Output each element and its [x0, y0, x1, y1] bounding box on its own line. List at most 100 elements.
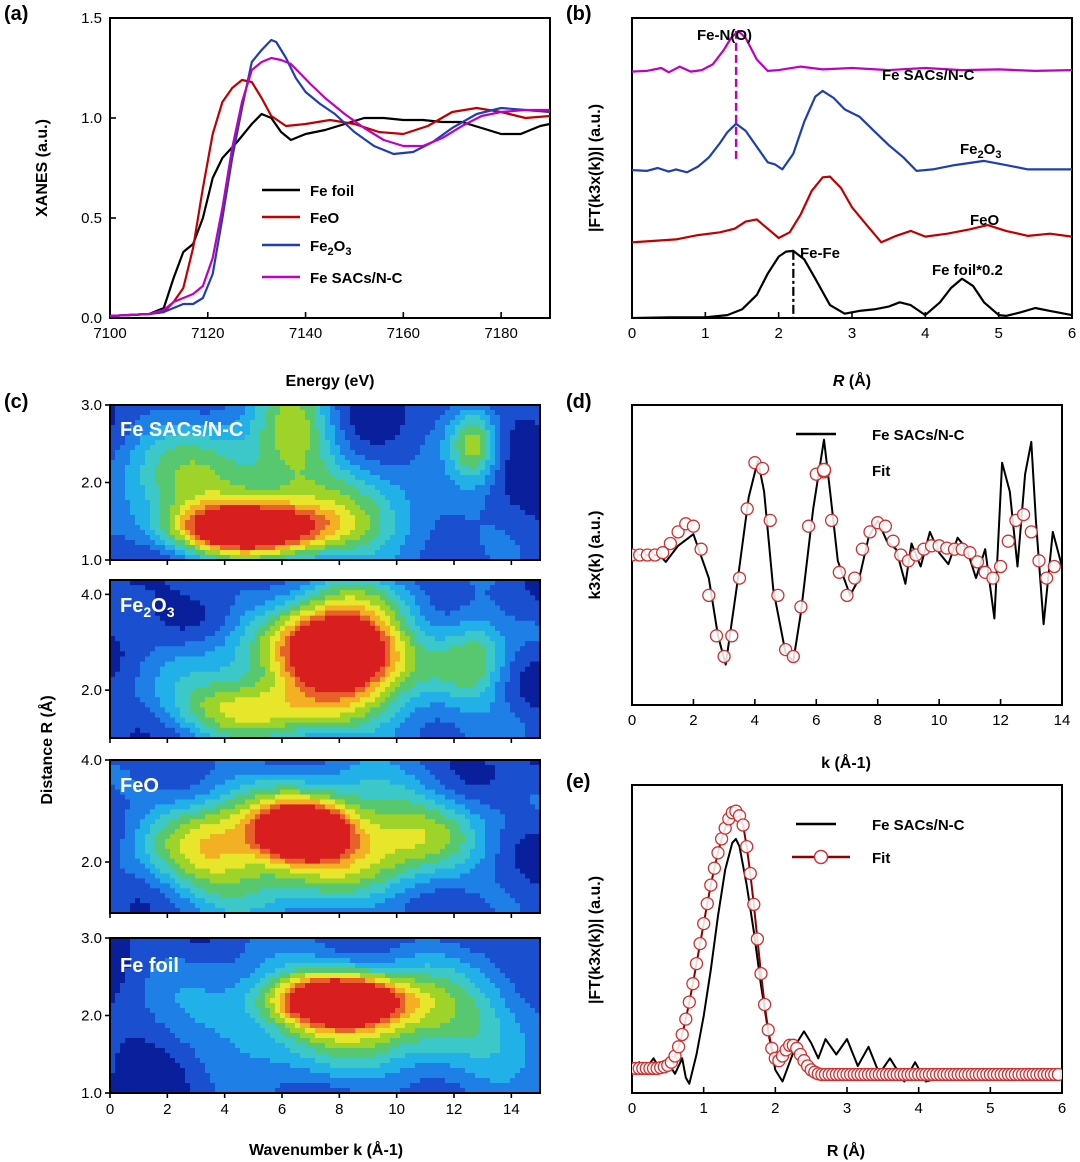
map-fe-sacs-n-c-cell-1115 [525, 465, 531, 471]
map-fe-sacs-n-c-cell-645 [325, 440, 331, 446]
map-fe-sacs-n-c-cell-131 [335, 410, 341, 416]
map-fe2o3-cell-36 [290, 580, 296, 586]
map-fe-sacs-n-c-cell-1875 [455, 510, 461, 516]
map-fe-sacs-n-c-cell-1582 [280, 495, 286, 501]
map-fe2o3-cell-261 [125, 595, 131, 601]
map-fe-sacs-n-c-cell-65 [435, 405, 441, 411]
map-fe2o3-cell-1616 [450, 671, 456, 678]
map-fe2o3-cell-456 [240, 605, 246, 612]
map-fe2o3-cell-288 [260, 595, 266, 601]
map-fe-sacs-n-c-cell-1507 [335, 490, 341, 496]
map-fe-sacs-n-c-cell-1325 [285, 480, 291, 486]
map-fe2o3-cell-1336 [340, 656, 346, 663]
map-fe-sacs-n-c-cell-2538 [330, 550, 336, 556]
map-fe2o3-cell-1977 [535, 692, 540, 698]
map-fe-sacs-n-c-cell-2258 [220, 535, 226, 541]
map-fe-sacs-n-c-cell-1913 [215, 515, 221, 521]
map-fe2o3-cell-1831 [235, 687, 241, 693]
map-fe-sacs-n-c-cell-442 [170, 430, 176, 436]
map-fe2o3-cell-489 [405, 605, 411, 612]
map-fe2o3-cell-875 [185, 630, 191, 637]
map-fe2o3-cell-1925 [275, 692, 281, 698]
map-fe-sacs-n-c-cell-2487 [505, 545, 511, 551]
map-fe-sacs-n-c-cell-2101 [295, 525, 301, 531]
map-fe-sacs-n-c-cell-1562 [180, 495, 186, 501]
map-fe2o3-cell-553 [295, 610, 301, 617]
map-fe2o3-cell-971 [235, 636, 241, 642]
map-fe-sacs-n-c-cell-1070 [300, 465, 306, 471]
map-fe2o3-cell-1267 [425, 651, 431, 658]
map-fe-sacs-n-c-cell-1486 [230, 490, 236, 496]
map-fe2o3-cell-2202 [370, 707, 376, 714]
map-fe-sacs-n-c-cell-356 [170, 425, 176, 431]
map-fe-sacs-n-c-cell-572 [390, 435, 396, 441]
map-fe2o3-cell-1485 [225, 666, 231, 673]
map-fe-sacs-n-c-cell-942 [520, 455, 526, 461]
map-fe-sacs-n-c-cell-2639 [405, 555, 411, 560]
map-fe2o3-cell-1356 [440, 656, 446, 663]
map-fe-sacs-n-c-cell-1477 [185, 490, 191, 496]
map-fe-sacs-n-c-cell-2422 [180, 545, 186, 551]
map-fe-sacs-n-c-cell-432 [120, 430, 126, 436]
map-fe-sacs-n-c-cell-1189 [465, 470, 471, 476]
map-fe-sacs-n-c-cell-1565 [195, 495, 201, 501]
map-fe-sacs-n-c-cell-2516 [220, 550, 226, 556]
map-fe-sacs-n-c-cell-582 [440, 435, 446, 441]
map-fe2o3-cell-1275 [465, 651, 471, 658]
map-fe-sacs-n-c-cell-1357 [445, 480, 451, 486]
map-fe2o3-cell-1653 [205, 676, 211, 683]
map-fe2o3-cell-839 [435, 625, 441, 632]
map-fe-sacs-n-c-cell-1436 [410, 485, 416, 491]
map-fe2o3-cell-1901 [155, 692, 161, 698]
map-fe-sacs-n-c-cell-754 [440, 445, 446, 451]
map-fe2o3-cell-2178 [250, 707, 256, 714]
map-fe2o3-cell-309 [365, 595, 371, 601]
map-fe2o3-cell-2203 [375, 707, 381, 714]
map-fe2o3-cell-1003 [395, 636, 401, 642]
map-fe2o3-cell-1796 [490, 681, 496, 688]
map-fe2o3-cell-1352 [420, 656, 426, 663]
map-fe-sacs-n-c-cell-2362 [310, 540, 316, 546]
map-fe-sacs-n-c-cell-337 [505, 420, 511, 426]
map-fe-sacs-n-c-cell-2223 [475, 530, 481, 536]
map-fe2o3-cell-606 [130, 615, 136, 622]
map-fe-sacs-n-c-cell-2375 [375, 540, 381, 546]
map-fe-sacs-n-c-cell-2582 [120, 555, 126, 560]
map-fe2o3-cell-2124 [410, 702, 416, 709]
map-fe-sacs-n-c-cell-1834 [250, 510, 256, 516]
map-fe2o3-cell-674 [470, 615, 476, 622]
map-fe-sacs-n-c-cell-514 [530, 430, 536, 436]
map-fe-sacs-n-c-cell-291 [275, 420, 281, 426]
map-fe-sacs-n-c-cell-2337 [185, 540, 191, 546]
map-fe2o3-cell-1077 [335, 641, 341, 647]
map-fe-sacs-n-c-cell-1883 [495, 510, 501, 516]
map-fe2o3-cell-1496 [280, 666, 286, 673]
map-fe2o3-cell-2121 [395, 702, 401, 709]
map-fe-sacs-n-c-cell-673 [465, 440, 471, 446]
map-fe-sacs-n-c-cell-604 [120, 440, 126, 446]
map-fe2o3-cell-685 [525, 615, 531, 622]
map-fe-sacs-n-c-cell-2102 [300, 525, 306, 531]
map-fe2o3-cell-1177 [405, 646, 411, 652]
map-fe-sacs-n-c-cell-1869 [425, 510, 431, 516]
map-fe-sacs-n-c-cell-1917 [235, 515, 241, 521]
map-fe-sacs-n-c-cell-2333 [165, 540, 171, 546]
map-fe2o3-cell-291 [275, 595, 281, 601]
map-fe-sacs-n-c-cell-1368 [500, 480, 506, 486]
map-fe2o3-cell-1080 [350, 641, 356, 647]
map-fe2o3-cell-2074 [160, 702, 166, 709]
map-fe-sacs-n-c-cell-706 [200, 445, 206, 451]
map-fe2o3-cell-503 [475, 605, 481, 612]
map-fe-sacs-n-c-cell-1609 [415, 495, 421, 501]
map-fe2o3-cell-1065 [275, 641, 281, 647]
map-fe-sacs-n-c-cell-1808 [120, 510, 126, 516]
map-fe-sacs-n-c-cell-722 [280, 445, 286, 451]
map-fe-sacs-n-c-cell-1656 [220, 500, 226, 506]
map-fe2o3-cell-683 [515, 615, 521, 622]
map-fe-sacs-n-c-cell-725 [295, 445, 301, 451]
map-fe2o3-cell-2086 [220, 702, 226, 709]
map-fe-sacs-n-c-cell-97 [165, 410, 171, 416]
map-fe-sacs-n-c-cell-1633 [535, 495, 540, 501]
map-fe2o3-cell-2106 [320, 702, 326, 709]
map-fe2o3-cell-2055 [495, 697, 501, 703]
